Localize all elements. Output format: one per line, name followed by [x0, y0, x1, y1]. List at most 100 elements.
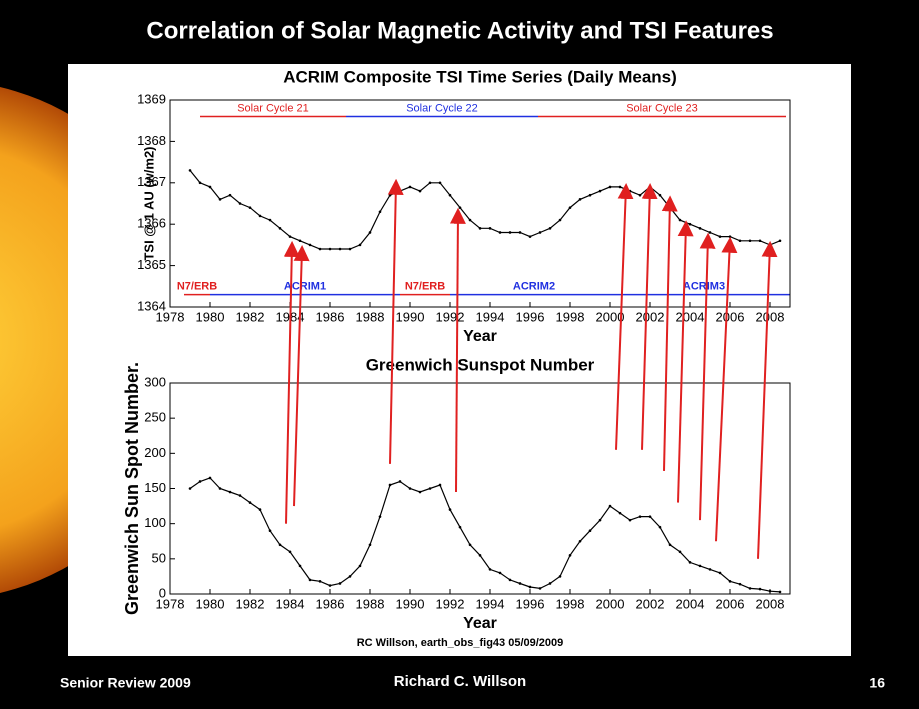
data-point	[269, 219, 272, 222]
data-point	[409, 487, 412, 490]
data-point	[479, 227, 482, 230]
x-tick-label: 1986	[316, 596, 345, 611]
data-point	[599, 519, 602, 522]
data-point	[439, 182, 442, 185]
y-tick-label: 1367	[137, 174, 166, 189]
data-point	[399, 190, 402, 193]
data-point	[719, 235, 722, 238]
data-point	[289, 235, 292, 238]
data-point	[359, 565, 362, 568]
data-point	[749, 239, 752, 242]
page-number: 16	[869, 675, 885, 691]
data-point	[229, 194, 232, 197]
data-point	[529, 586, 532, 589]
x-tick-label: 1994	[476, 596, 505, 611]
data-point	[389, 484, 392, 487]
data-point	[709, 568, 712, 571]
data-point	[579, 540, 582, 543]
data-point	[679, 551, 682, 554]
data-point	[199, 182, 202, 185]
data-point	[309, 244, 312, 247]
x-tick-label: 2004	[676, 309, 705, 324]
data-point	[569, 554, 572, 557]
data-point	[269, 529, 272, 532]
y-tick-label: 0	[159, 585, 166, 600]
data-point	[349, 248, 352, 251]
data-point	[389, 194, 392, 197]
y-tick-label: 50	[152, 550, 166, 565]
x-tick-label: 1990	[396, 596, 425, 611]
data-point	[469, 219, 472, 222]
data-point	[609, 505, 612, 508]
x-tick-label: 1982	[236, 309, 265, 324]
data-point	[599, 190, 602, 193]
slide-title: Correlation of Solar Magnetic Activity a…	[146, 17, 773, 44]
data-point	[649, 515, 652, 518]
data-point	[199, 480, 202, 483]
x-tick-label: 1986	[316, 309, 345, 324]
data-point	[559, 219, 562, 222]
data-point	[319, 580, 322, 583]
x-tick-label: 2008	[756, 309, 785, 324]
data-point	[299, 565, 302, 568]
data-point	[449, 508, 452, 511]
data-point	[189, 169, 192, 172]
data-point	[659, 194, 662, 197]
data-point	[399, 480, 402, 483]
data-point	[299, 239, 302, 242]
data-point	[449, 194, 452, 197]
data-point	[439, 484, 442, 487]
data-point	[629, 190, 632, 193]
data-point	[739, 583, 742, 586]
data-point	[249, 501, 252, 504]
data-point	[579, 198, 582, 201]
data-point	[539, 587, 542, 590]
instruments-label: ACRIM3	[683, 280, 725, 292]
data-point	[559, 575, 562, 578]
x-tick-label: 2006	[716, 596, 745, 611]
data-point	[229, 491, 232, 494]
data-point	[429, 487, 432, 490]
data-point	[419, 491, 422, 494]
y-axis-label: TSI @ 1 AU (w/m2)	[141, 146, 156, 260]
x-tick-label: 1980	[196, 596, 225, 611]
data-point	[509, 579, 512, 582]
y-tick-label: 300	[144, 374, 166, 389]
x-tick-label: 1996	[516, 596, 545, 611]
y-tick-label: 1369	[137, 91, 166, 106]
data-point	[549, 227, 552, 230]
data-point	[589, 529, 592, 532]
y-tick-label: 1364	[137, 298, 166, 313]
data-point	[219, 198, 222, 201]
data-point	[519, 231, 522, 234]
data-point	[689, 223, 692, 226]
x-tick-label: 1988	[356, 309, 385, 324]
x-tick-label: 2008	[756, 596, 785, 611]
data-point	[329, 248, 332, 251]
data-point	[489, 568, 492, 571]
data-point	[679, 219, 682, 222]
y-tick-label: 150	[144, 480, 166, 495]
instruments-label: ACRIM2	[513, 280, 555, 292]
instruments-label: N7/ERB	[177, 280, 217, 292]
data-point	[569, 206, 572, 209]
data-point	[239, 494, 242, 497]
y-tick-label: 250	[144, 410, 166, 425]
x-tick-label: 2000	[596, 596, 625, 611]
data-point	[349, 575, 352, 578]
footer-center: Richard C. Willson	[394, 673, 526, 690]
y-tick-label: 1365	[137, 257, 166, 272]
data-point	[219, 487, 222, 490]
data-point	[289, 551, 292, 554]
x-tick-label: 2004	[676, 596, 705, 611]
x-tick-label: 1994	[476, 309, 505, 324]
x-tick-label: 1984	[276, 596, 305, 611]
y-tick-label: 200	[144, 445, 166, 460]
slide: Correlation of Solar Magnetic Activity a…	[0, 0, 919, 709]
data-point	[379, 210, 382, 213]
x-tick-label: 1996	[516, 309, 545, 324]
data-point	[249, 206, 252, 209]
footer-left: Senior Review 2009	[60, 675, 191, 691]
data-point	[499, 231, 502, 234]
data-point	[739, 239, 742, 242]
